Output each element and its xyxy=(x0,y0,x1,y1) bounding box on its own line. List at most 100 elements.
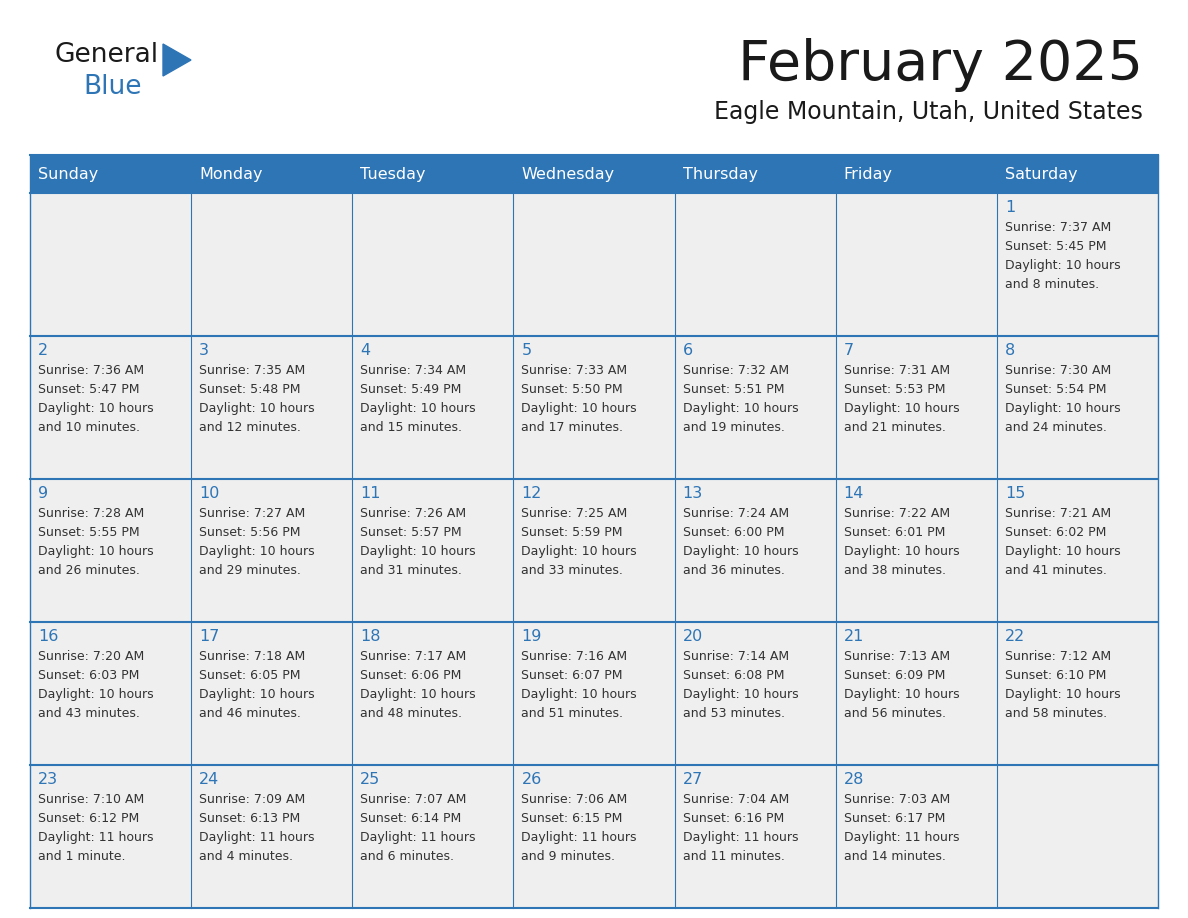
Text: Sunrise: 7:16 AM: Sunrise: 7:16 AM xyxy=(522,650,627,663)
Text: Sunrise: 7:24 AM: Sunrise: 7:24 AM xyxy=(683,507,789,520)
Bar xyxy=(835,193,997,336)
Bar xyxy=(997,765,1158,908)
Text: 12: 12 xyxy=(522,486,542,501)
Text: Sunset: 6:02 PM: Sunset: 6:02 PM xyxy=(1005,526,1106,539)
Text: Daylight: 10 hours: Daylight: 10 hours xyxy=(683,688,798,701)
Bar xyxy=(675,479,835,622)
Text: and 21 minutes.: and 21 minutes. xyxy=(843,421,946,434)
Bar xyxy=(30,336,191,479)
Text: Sunrise: 7:26 AM: Sunrise: 7:26 AM xyxy=(360,507,467,520)
Bar xyxy=(30,155,1158,193)
Text: Sunset: 6:09 PM: Sunset: 6:09 PM xyxy=(843,669,946,682)
Text: Daylight: 10 hours: Daylight: 10 hours xyxy=(843,402,960,415)
Text: Daylight: 10 hours: Daylight: 10 hours xyxy=(843,545,960,558)
Text: 27: 27 xyxy=(683,772,703,787)
Text: 17: 17 xyxy=(200,629,220,644)
Text: Sunset: 5:48 PM: Sunset: 5:48 PM xyxy=(200,383,301,396)
Text: Daylight: 10 hours: Daylight: 10 hours xyxy=(1005,545,1120,558)
Bar xyxy=(835,479,997,622)
Text: Daylight: 11 hours: Daylight: 11 hours xyxy=(843,831,959,844)
Text: Sunset: 5:50 PM: Sunset: 5:50 PM xyxy=(522,383,623,396)
Text: Sunset: 6:16 PM: Sunset: 6:16 PM xyxy=(683,812,784,825)
Text: Daylight: 11 hours: Daylight: 11 hours xyxy=(522,831,637,844)
Text: Tuesday: Tuesday xyxy=(360,166,425,182)
Text: and 56 minutes.: and 56 minutes. xyxy=(843,707,946,720)
Bar xyxy=(513,765,675,908)
Bar xyxy=(353,336,513,479)
Text: and 15 minutes.: and 15 minutes. xyxy=(360,421,462,434)
Text: Sunset: 6:00 PM: Sunset: 6:00 PM xyxy=(683,526,784,539)
Text: Monday: Monday xyxy=(200,166,263,182)
Text: Daylight: 10 hours: Daylight: 10 hours xyxy=(843,688,960,701)
Text: Saturday: Saturday xyxy=(1005,166,1078,182)
Text: Daylight: 10 hours: Daylight: 10 hours xyxy=(360,402,476,415)
Text: Sunset: 6:03 PM: Sunset: 6:03 PM xyxy=(38,669,139,682)
Text: Sunset: 5:53 PM: Sunset: 5:53 PM xyxy=(843,383,946,396)
Text: Daylight: 10 hours: Daylight: 10 hours xyxy=(200,545,315,558)
Bar xyxy=(191,193,353,336)
Text: Sunset: 5:54 PM: Sunset: 5:54 PM xyxy=(1005,383,1106,396)
Text: Sunrise: 7:18 AM: Sunrise: 7:18 AM xyxy=(200,650,305,663)
Bar xyxy=(675,622,835,765)
Text: Sunset: 6:15 PM: Sunset: 6:15 PM xyxy=(522,812,623,825)
Text: 15: 15 xyxy=(1005,486,1025,501)
Bar xyxy=(191,765,353,908)
Text: Sunrise: 7:31 AM: Sunrise: 7:31 AM xyxy=(843,364,950,377)
Text: 25: 25 xyxy=(360,772,380,787)
Text: Sunset: 5:57 PM: Sunset: 5:57 PM xyxy=(360,526,462,539)
Text: and 41 minutes.: and 41 minutes. xyxy=(1005,564,1107,577)
Text: Sunrise: 7:14 AM: Sunrise: 7:14 AM xyxy=(683,650,789,663)
Text: 21: 21 xyxy=(843,629,864,644)
Text: Eagle Mountain, Utah, United States: Eagle Mountain, Utah, United States xyxy=(714,100,1143,124)
Text: and 1 minute.: and 1 minute. xyxy=(38,850,126,863)
Text: Sunrise: 7:33 AM: Sunrise: 7:33 AM xyxy=(522,364,627,377)
Text: Sunrise: 7:22 AM: Sunrise: 7:22 AM xyxy=(843,507,950,520)
Text: Sunrise: 7:10 AM: Sunrise: 7:10 AM xyxy=(38,793,144,806)
Text: 23: 23 xyxy=(38,772,58,787)
Text: and 33 minutes.: and 33 minutes. xyxy=(522,564,624,577)
Text: Daylight: 10 hours: Daylight: 10 hours xyxy=(200,688,315,701)
Text: and 6 minutes.: and 6 minutes. xyxy=(360,850,454,863)
Text: and 58 minutes.: and 58 minutes. xyxy=(1005,707,1107,720)
Text: 8: 8 xyxy=(1005,343,1015,358)
Bar xyxy=(353,193,513,336)
Text: Daylight: 11 hours: Daylight: 11 hours xyxy=(200,831,315,844)
Text: and 36 minutes.: and 36 minutes. xyxy=(683,564,784,577)
Polygon shape xyxy=(163,44,191,76)
Text: Sunrise: 7:06 AM: Sunrise: 7:06 AM xyxy=(522,793,627,806)
Text: Sunrise: 7:21 AM: Sunrise: 7:21 AM xyxy=(1005,507,1111,520)
Text: 16: 16 xyxy=(38,629,58,644)
Text: Daylight: 11 hours: Daylight: 11 hours xyxy=(683,831,798,844)
Text: Blue: Blue xyxy=(83,74,141,100)
Text: 14: 14 xyxy=(843,486,864,501)
Text: Sunrise: 7:28 AM: Sunrise: 7:28 AM xyxy=(38,507,144,520)
Text: Daylight: 10 hours: Daylight: 10 hours xyxy=(683,545,798,558)
Text: Daylight: 10 hours: Daylight: 10 hours xyxy=(522,545,637,558)
Bar xyxy=(30,479,191,622)
Text: Sunset: 5:51 PM: Sunset: 5:51 PM xyxy=(683,383,784,396)
Text: Daylight: 10 hours: Daylight: 10 hours xyxy=(200,402,315,415)
Text: Sunrise: 7:32 AM: Sunrise: 7:32 AM xyxy=(683,364,789,377)
Text: Daylight: 10 hours: Daylight: 10 hours xyxy=(38,545,153,558)
Text: 24: 24 xyxy=(200,772,220,787)
Text: and 8 minutes.: and 8 minutes. xyxy=(1005,278,1099,291)
Text: Sunset: 6:01 PM: Sunset: 6:01 PM xyxy=(843,526,946,539)
Bar xyxy=(30,622,191,765)
Text: and 48 minutes.: and 48 minutes. xyxy=(360,707,462,720)
Text: Sunset: 6:12 PM: Sunset: 6:12 PM xyxy=(38,812,139,825)
Text: Sunday: Sunday xyxy=(38,166,99,182)
Text: Daylight: 10 hours: Daylight: 10 hours xyxy=(683,402,798,415)
Bar xyxy=(835,765,997,908)
Text: Daylight: 10 hours: Daylight: 10 hours xyxy=(1005,259,1120,272)
Bar xyxy=(191,479,353,622)
Text: Sunset: 5:55 PM: Sunset: 5:55 PM xyxy=(38,526,140,539)
Text: and 19 minutes.: and 19 minutes. xyxy=(683,421,784,434)
Text: Friday: Friday xyxy=(843,166,892,182)
Text: and 53 minutes.: and 53 minutes. xyxy=(683,707,784,720)
Bar xyxy=(997,336,1158,479)
Text: 18: 18 xyxy=(360,629,381,644)
Text: 13: 13 xyxy=(683,486,703,501)
Text: and 38 minutes.: and 38 minutes. xyxy=(843,564,946,577)
Bar xyxy=(30,193,191,336)
Bar xyxy=(353,622,513,765)
